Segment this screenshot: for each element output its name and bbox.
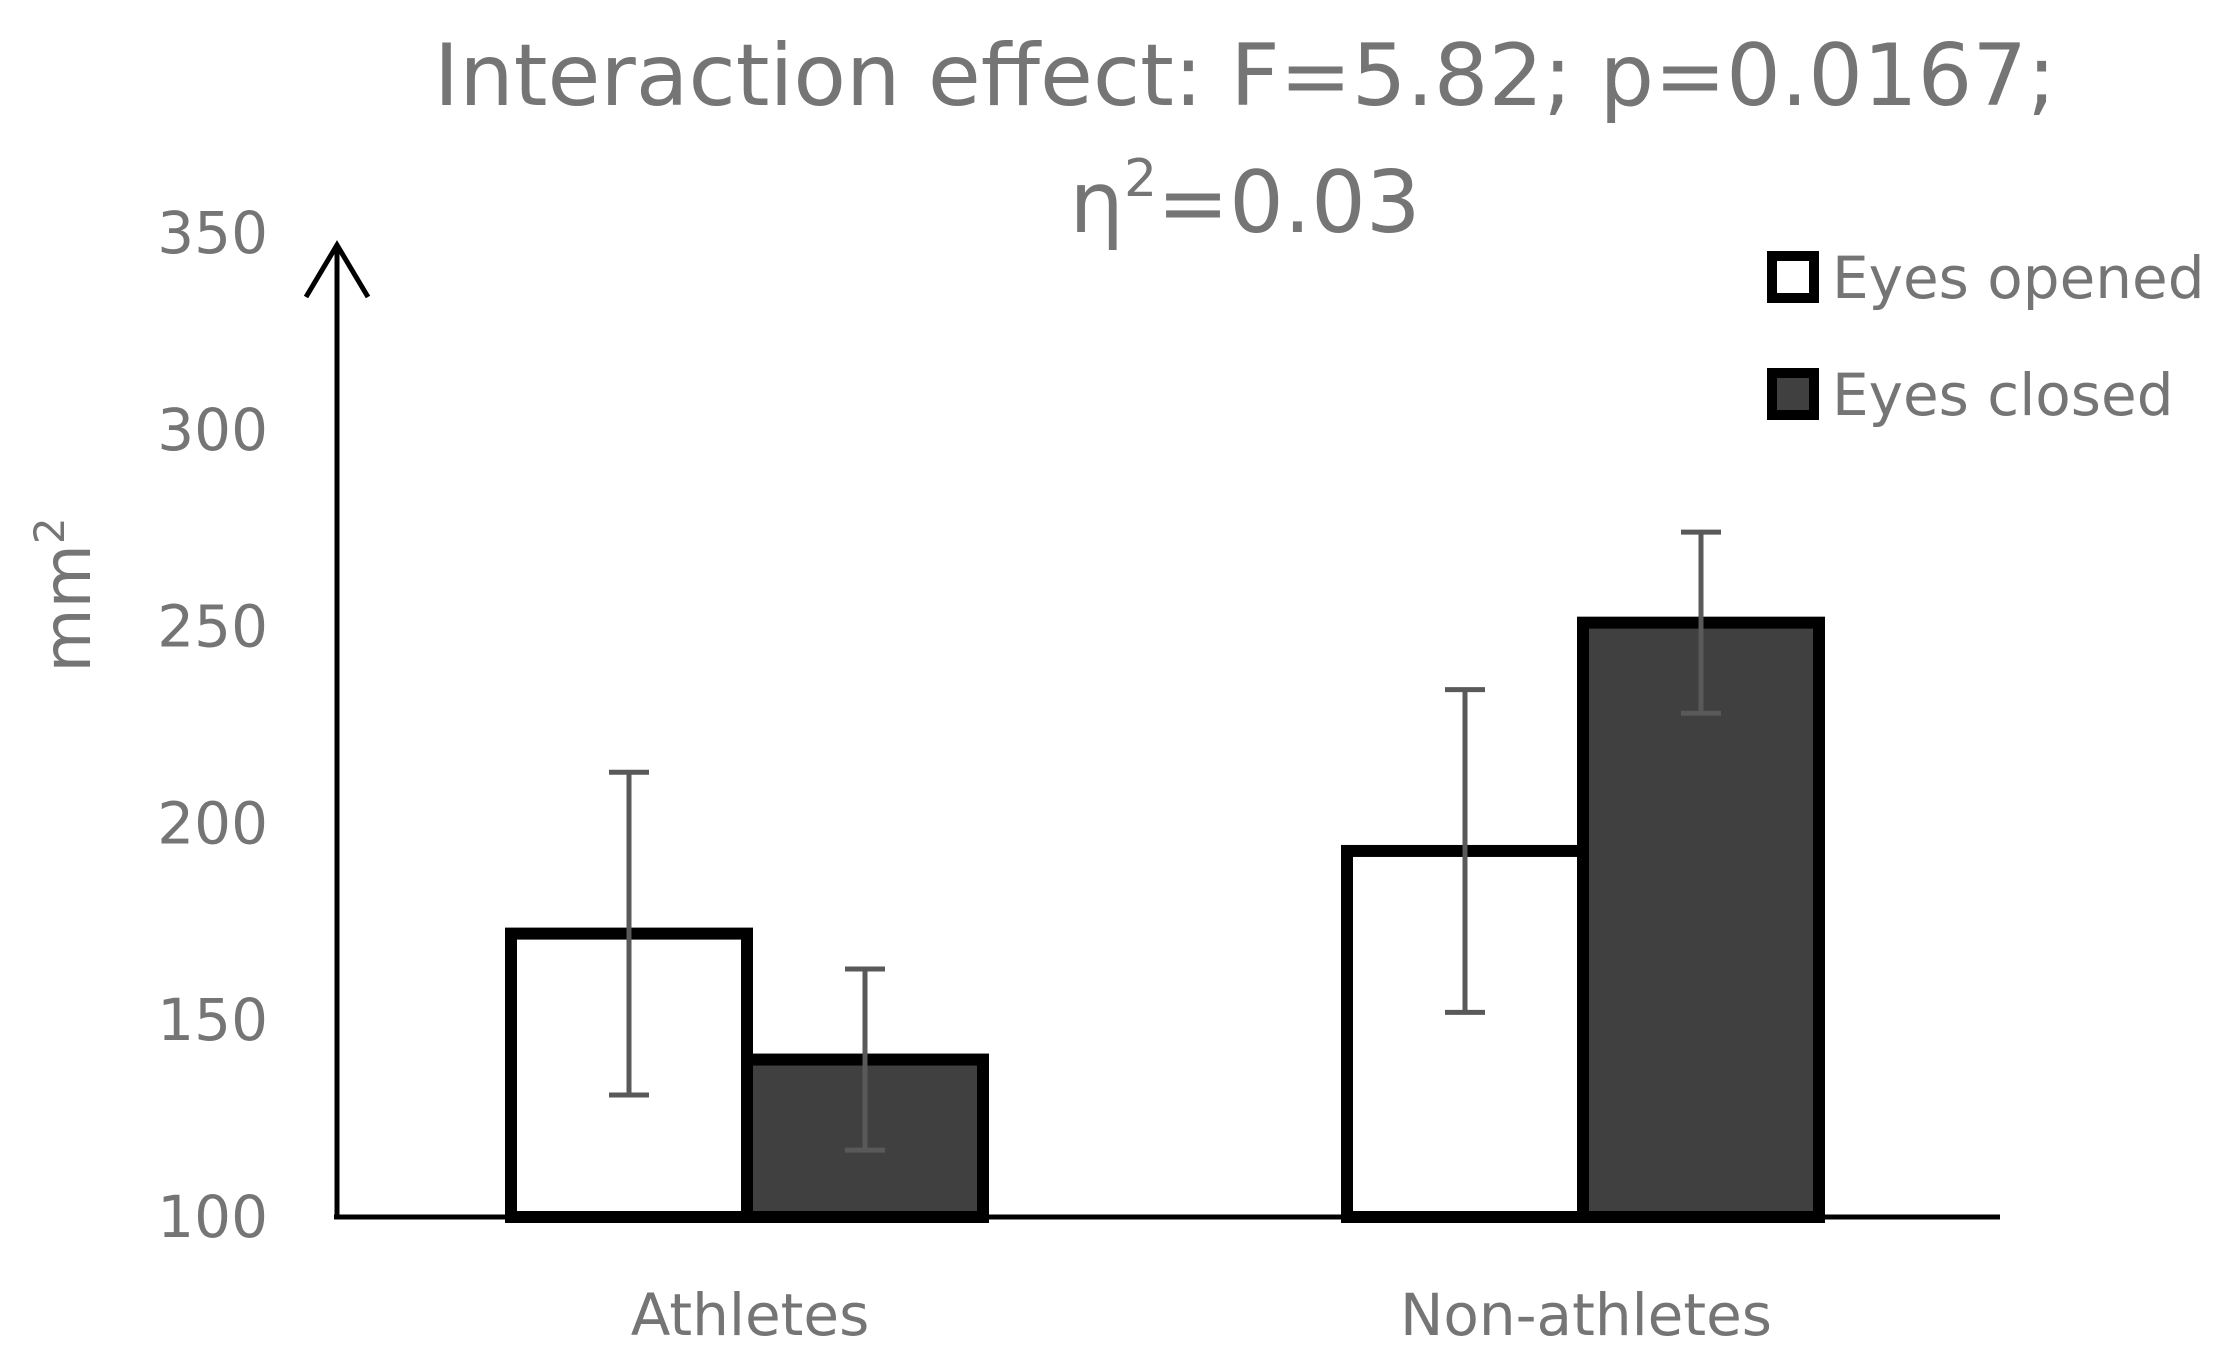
legend-swatch-eyes-closed	[1767, 368, 1819, 420]
category-label-athletes: Athletes	[631, 1281, 870, 1349]
chart-title: Interaction effect: F=5.82; p=0.0167;	[434, 26, 2056, 126]
legend-swatch-eyes-opened	[1767, 251, 1819, 303]
y-axis-label: mm2	[25, 517, 106, 672]
y-axis-label-unit: mm	[29, 544, 106, 673]
y-tick-label-200: 200	[157, 789, 268, 857]
y-tick-label-250: 250	[157, 593, 268, 661]
chart-title-line2: η2=0.03	[1069, 149, 1420, 253]
title-eta-superscript: 2	[1124, 149, 1157, 209]
y-tick-label-150: 150	[157, 986, 268, 1054]
y-tick-label-100: 100	[157, 1183, 268, 1251]
title-eta-symbol: η	[1069, 153, 1124, 253]
error-bars	[609, 529, 1721, 1153]
y-tick-label-350: 350	[157, 199, 268, 267]
legend-label-eyes-opened: Eyes opened	[1832, 244, 2205, 312]
legend-label-eyes-closed: Eyes closed	[1832, 361, 2174, 429]
category-label-non-athletes: Non-athletes	[1400, 1281, 1772, 1349]
y-tick-label-300: 300	[157, 396, 268, 464]
bars	[505, 616, 1825, 1224]
category-labels: Athletes Non-athletes	[631, 1281, 1772, 1349]
bar-non-athletes-eyes-closed	[1577, 616, 1825, 1223]
y-tick-labels: 100 150 200 250 300 350	[157, 199, 268, 1251]
title-eta-value: =0.03	[1157, 153, 1421, 253]
legend: Eyes opened Eyes closed	[1767, 244, 2205, 429]
y-axis-arrowhead	[303, 240, 371, 299]
y-axis-label-superscript: 2	[25, 517, 74, 544]
